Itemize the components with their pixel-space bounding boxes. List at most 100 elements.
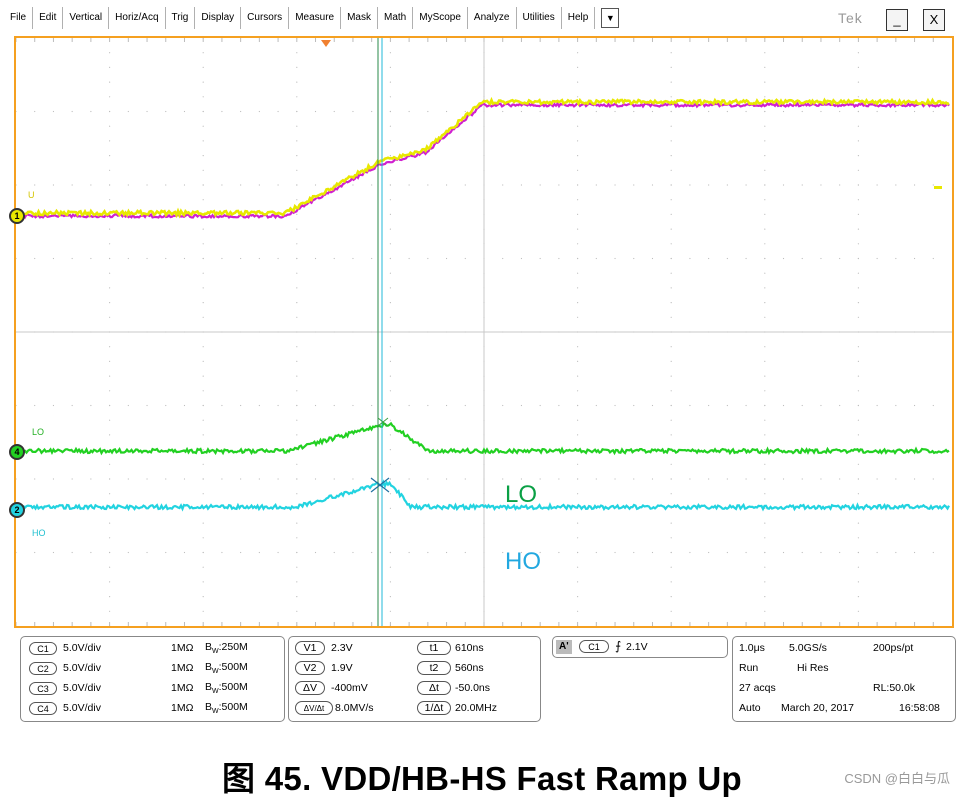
grid-dot <box>577 302 578 303</box>
grid-dot <box>858 52 859 53</box>
grid-dot <box>764 464 765 465</box>
grid-dot <box>614 405 615 406</box>
grid-dot <box>671 155 672 156</box>
grid-dot <box>858 67 859 68</box>
grid-dot <box>390 170 391 171</box>
grid-dot <box>764 537 765 538</box>
grid-dot <box>128 478 129 479</box>
menu-trig[interactable]: Trig <box>166 7 196 29</box>
grid-dot <box>109 111 110 112</box>
menu-cursors[interactable]: Cursors <box>241 7 289 29</box>
grid-dot <box>614 552 615 553</box>
grid-dot <box>446 478 447 479</box>
grid-dot <box>652 184 653 185</box>
grid-dot <box>858 302 859 303</box>
grid-dot <box>34 405 35 406</box>
menu-edit[interactable]: Edit <box>33 7 63 29</box>
close-button[interactable]: X <box>923 9 945 31</box>
grid-dot <box>465 552 466 553</box>
ch3-settings-row[interactable]: C3 5.0V/div 1MΩ BW:500M <box>29 681 248 695</box>
grid-dot <box>577 420 578 421</box>
grid-dot <box>390 346 391 347</box>
grid-dot <box>708 258 709 259</box>
grid-dot <box>352 111 353 112</box>
grid-dot <box>521 405 522 406</box>
grid-dot <box>764 67 765 68</box>
waveform-display[interactable]: 1 U 4 LO 2 HO LO HO <box>14 36 954 628</box>
grid-dot <box>933 258 934 259</box>
channel-2-marker[interactable]: 2 <box>9 502 25 518</box>
grid-dot <box>540 184 541 185</box>
grid-dot <box>671 478 672 479</box>
grid-dot <box>596 478 597 479</box>
grid-dot <box>764 567 765 568</box>
vertical-settings-panel[interactable]: C1 5.0V/div 1MΩ BW:250M C2 5.0V/div 1MΩ … <box>20 636 285 722</box>
ch3-impedance: 1MΩ <box>171 682 201 694</box>
grid-dot <box>671 214 672 215</box>
ch1-settings-row[interactable]: C1 5.0V/div 1MΩ BW:250M <box>29 641 248 655</box>
menu-bar: File Edit Vertical Horiz/Acq Trig Displa… <box>0 0 964 36</box>
grid-dot <box>203 464 204 465</box>
grid-dot <box>708 111 709 112</box>
minimize-button[interactable]: _ <box>886 9 908 31</box>
grid-dot <box>203 243 204 244</box>
timebase-panel[interactable]: 1.0μs 5.0GS/s 200ps/pt Run Hi Res 27 acq… <box>732 636 956 722</box>
grid-dot <box>652 111 653 112</box>
grid-dot <box>390 126 391 127</box>
grid-dot <box>334 111 335 112</box>
grid-dot <box>296 126 297 127</box>
channel-4-marker[interactable]: 4 <box>9 444 25 460</box>
grid-dot <box>671 346 672 347</box>
ch3-bandwidth: BW:500M <box>205 681 248 695</box>
menu-math[interactable]: Math <box>378 7 413 29</box>
grid-dot <box>577 537 578 538</box>
grid-dot <box>577 434 578 435</box>
menu-myscope[interactable]: MyScope <box>413 7 468 29</box>
grid-dot <box>671 67 672 68</box>
grid-dot <box>577 273 578 274</box>
grid-dot <box>109 537 110 538</box>
ch1-badge: C1 <box>29 642 57 655</box>
grid-dot <box>502 111 503 112</box>
lo-annotation: LO <box>505 481 537 509</box>
ch4-settings-row[interactable]: C4 5.0V/div 1MΩ BW:500M <box>29 701 248 715</box>
menu-measure[interactable]: Measure <box>289 7 341 29</box>
menu-help[interactable]: Help <box>562 7 596 29</box>
grid-dot <box>259 184 260 185</box>
channel-1-marker[interactable]: 1 <box>9 208 25 224</box>
grid-dot <box>577 317 578 318</box>
menu-analyze[interactable]: Analyze <box>468 7 517 29</box>
grid-dot <box>203 581 204 582</box>
trigger-panel[interactable]: A' C1 ⨍ 2.1V <box>552 636 728 658</box>
grid-dot <box>128 405 129 406</box>
grid-dot <box>427 184 428 185</box>
grid-dot <box>315 258 316 259</box>
grid-dot <box>521 258 522 259</box>
menu-horiz-acq[interactable]: Horiz/Acq <box>109 7 165 29</box>
menu-display[interactable]: Display <box>195 7 241 29</box>
grid-dot <box>558 258 559 259</box>
menu-vertical[interactable]: Vertical <box>63 7 109 29</box>
ch2-settings-row[interactable]: C2 5.0V/div 1MΩ BW:500M <box>29 661 248 675</box>
grid-dot <box>390 287 391 288</box>
menu-file[interactable]: File <box>4 7 33 29</box>
grid-dot <box>633 184 634 185</box>
delta-v-value: -400mV <box>331 679 368 697</box>
menu-dropdown-button[interactable]: ▼ <box>601 8 619 28</box>
grid-dot <box>671 581 672 582</box>
grid-dot <box>109 596 110 597</box>
grid-dot <box>240 184 241 185</box>
grid-dot <box>577 523 578 524</box>
grid-dot <box>577 111 578 112</box>
menu-mask[interactable]: Mask <box>341 7 378 29</box>
menu-utilities[interactable]: Utilities <box>517 7 562 29</box>
cursor-readout-panel[interactable]: V1 2.3V V2 1.9V ΔV -400mV ΔV/Δt 8.0MV/s … <box>288 636 541 722</box>
grid-dot <box>802 552 803 553</box>
grid-dot <box>877 552 878 553</box>
grid-dot <box>315 478 316 479</box>
grid-dot <box>296 493 297 494</box>
grid-dot <box>858 243 859 244</box>
grid-dot <box>146 478 147 479</box>
grid-dot <box>109 258 110 259</box>
grid-dot <box>203 258 204 259</box>
